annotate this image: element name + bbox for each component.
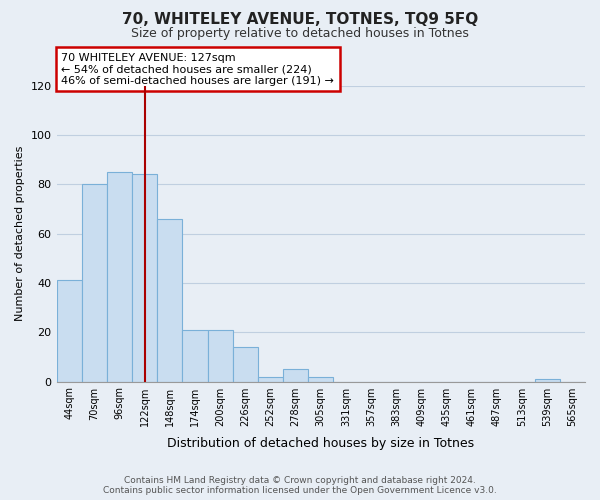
Bar — [233, 347, 258, 382]
Text: 70 WHITELEY AVENUE: 127sqm
← 54% of detached houses are smaller (224)
46% of sem: 70 WHITELEY AVENUE: 127sqm ← 54% of deta… — [61, 52, 334, 86]
Bar — [157, 219, 182, 382]
Bar — [132, 174, 157, 382]
Bar — [208, 330, 233, 382]
Y-axis label: Number of detached properties: Number of detached properties — [15, 146, 25, 322]
Bar — [535, 379, 560, 382]
Bar — [107, 172, 132, 382]
Text: 70, WHITELEY AVENUE, TOTNES, TQ9 5FQ: 70, WHITELEY AVENUE, TOTNES, TQ9 5FQ — [122, 12, 478, 28]
Bar — [258, 376, 283, 382]
Text: Size of property relative to detached houses in Totnes: Size of property relative to detached ho… — [131, 28, 469, 40]
Bar — [56, 280, 82, 382]
Bar — [182, 330, 208, 382]
Bar — [82, 184, 107, 382]
Text: Contains HM Land Registry data © Crown copyright and database right 2024.
Contai: Contains HM Land Registry data © Crown c… — [103, 476, 497, 495]
Bar — [283, 369, 308, 382]
Bar — [308, 376, 334, 382]
X-axis label: Distribution of detached houses by size in Totnes: Distribution of detached houses by size … — [167, 437, 475, 450]
